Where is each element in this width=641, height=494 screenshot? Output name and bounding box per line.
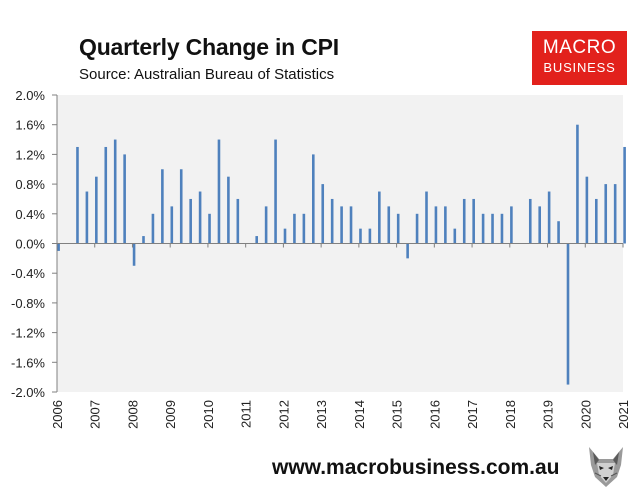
y-tick-label: 1.2% (15, 147, 45, 162)
bar-2009.5 (189, 198, 192, 244)
logo-text-macro: MACRO (542, 37, 617, 58)
x-tick-label: 2006 (50, 400, 65, 429)
bar-2008.5 (151, 213, 155, 244)
x-tick-label: 2009 (163, 400, 178, 429)
bar-2015.5 (415, 213, 419, 244)
footer-website-url: www.macrobusiness.com.au (272, 456, 560, 479)
bar-2011.25 (255, 236, 258, 244)
bar-2020 (585, 176, 589, 244)
bar-2007.75 (123, 154, 126, 244)
x-tick-label: 2012 (276, 400, 291, 429)
bar-2012.75 (312, 154, 315, 244)
y-tick-label: -0.4% (11, 266, 45, 281)
bar-2016.75 (462, 198, 466, 244)
bar-2008.25 (142, 236, 145, 244)
bar-2013.75 (349, 206, 353, 244)
y-tick-label: 0.0% (15, 237, 45, 252)
x-tick-label: 2011 (239, 400, 254, 428)
bar-2017 (472, 198, 475, 244)
bar-2007 (95, 176, 98, 244)
logo-text-business: BUSINESS (543, 60, 616, 75)
bar-2015 (396, 213, 400, 244)
bar-2019.75 (576, 124, 579, 244)
bar-2016 (434, 206, 438, 244)
bar-2011.75 (274, 139, 277, 244)
bar-2014.25 (368, 228, 372, 244)
bar-2017.75 (500, 213, 504, 244)
x-tick-label: 2014 (352, 400, 367, 429)
x-tick-label: 2018 (503, 400, 518, 429)
bar-2019.5 (566, 243, 570, 385)
bar-2009.25 (179, 169, 183, 244)
y-tick-label: -2.0% (11, 385, 45, 400)
x-tick-label: 2007 (88, 400, 103, 429)
y-tick-label: -1.6% (11, 355, 45, 370)
bar-2018 (510, 206, 513, 244)
bar-2016.25 (444, 206, 447, 244)
bar-2016.5 (453, 228, 457, 244)
x-tick-label: 2008 (125, 400, 140, 429)
bar-2015.75 (425, 191, 428, 244)
y-tick-label: 1.6% (15, 118, 45, 133)
bar-2020.25 (595, 198, 598, 244)
bar-2006 (57, 243, 60, 251)
bar-2007.25 (104, 146, 108, 244)
y-tick-label: 0.4% (15, 207, 45, 222)
x-tick-label: 2020 (578, 400, 593, 429)
bar-2007.5 (113, 139, 117, 244)
macrobusiness-logo: MACRO BUSINESS (532, 31, 627, 85)
bar-2020.75 (613, 184, 617, 244)
bar-2011.5 (264, 206, 268, 244)
bar-2021 (623, 146, 626, 244)
chart-subtitle: Source: Australian Bureau of Statistics (79, 66, 335, 83)
bar-2012.25 (293, 213, 296, 244)
bar-2010 (208, 213, 211, 244)
bars-group (57, 124, 626, 385)
axes-group: 2.0% 1.6% 1.2% 0.8% 0.4% 0.0% -0.4% -0.8% -1.2% -… (11, 88, 631, 429)
x-tick-label: 2017 (465, 400, 480, 429)
bar-2006.5 (76, 146, 79, 244)
bar-2012 (283, 228, 287, 244)
wolf-icon (589, 447, 623, 487)
x-tick-label: 2016 (427, 400, 442, 429)
bar-2018.5 (528, 198, 532, 244)
x-tick-label: 2019 (541, 400, 556, 429)
bar-2008.75 (161, 169, 164, 244)
bar-2019.25 (557, 221, 560, 244)
y-tick-label: -0.8% (11, 296, 45, 311)
bar-2010.25 (217, 139, 221, 244)
x-tick-label: 2015 (390, 400, 405, 429)
bar-2010.5 (227, 176, 230, 244)
bar-2017.25 (481, 213, 485, 244)
x-tick-label: 2021 (616, 400, 631, 429)
y-tick-label: 2.0% (15, 88, 45, 103)
bar-2009.75 (198, 191, 202, 244)
bar-2017.5 (491, 213, 494, 244)
bar-2013 (321, 184, 325, 244)
bar-2006.75 (85, 191, 89, 244)
x-tick-label: 2013 (314, 400, 329, 429)
bar-2012.5 (302, 213, 306, 244)
bar-2008 (132, 243, 136, 266)
bar-2014.75 (387, 206, 391, 244)
bar-2014 (359, 228, 362, 244)
bar-2014.5 (378, 191, 381, 244)
bar-2020.5 (604, 184, 608, 244)
bar-2013.25 (330, 198, 334, 244)
y-tick-label: 0.8% (15, 177, 45, 192)
bar-2013.5 (340, 206, 343, 244)
y-tick-label: -1.2% (11, 326, 45, 341)
bar-2018.75 (538, 206, 541, 244)
bar-2015.25 (406, 243, 409, 259)
chart-title: Quarterly Change in CPI (79, 34, 339, 60)
bar-2009 (170, 206, 174, 244)
bar-2010.75 (236, 198, 240, 244)
x-tick-label: 2010 (201, 400, 216, 429)
bar-2019 (547, 191, 551, 244)
